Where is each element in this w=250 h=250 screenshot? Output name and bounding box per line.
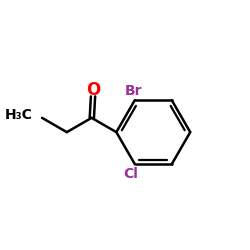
Text: Cl: Cl — [123, 167, 138, 181]
Text: Br: Br — [125, 84, 142, 98]
Text: H₃C: H₃C — [5, 108, 33, 122]
Text: O: O — [86, 81, 100, 99]
